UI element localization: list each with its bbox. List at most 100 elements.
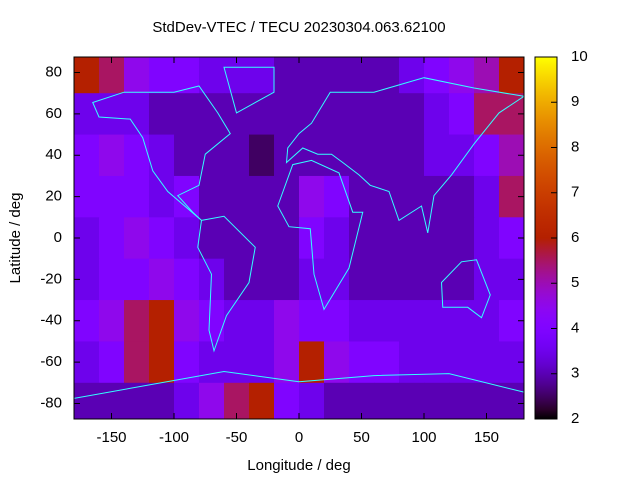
heatmap-cell	[174, 258, 200, 301]
heatmap-cell	[149, 382, 175, 419]
heatmap-cell	[374, 93, 400, 136]
y-tick-label: -80	[40, 394, 62, 411]
heatmap-cell	[424, 300, 450, 342]
heatmap-cell	[449, 258, 475, 301]
heatmap-cell	[374, 217, 400, 260]
heatmap-cell	[74, 382, 100, 419]
heatmap-cell	[224, 93, 250, 136]
y-tick-label: -40	[40, 312, 62, 329]
heatmap-cell	[424, 258, 450, 301]
heatmap-cell	[324, 175, 350, 218]
heatmap-cell	[174, 300, 200, 342]
coastlines	[74, 66, 524, 399]
heatmap-cell	[349, 382, 375, 419]
heatmap-cell	[274, 217, 300, 260]
heatmap-cell	[224, 341, 250, 384]
heatmap-cell	[224, 134, 250, 177]
heatmap-cell	[349, 300, 375, 342]
x-tick-label: 100	[411, 429, 436, 446]
heatmap-cell	[149, 175, 175, 218]
heatmap-cell	[224, 300, 250, 342]
heatmap-cell	[399, 341, 425, 384]
heatmap-cell	[399, 382, 425, 419]
heatmap-cell	[199, 57, 225, 94]
heatmap-cell	[99, 57, 125, 94]
heatmap-cell	[374, 300, 400, 342]
heatmap-cell	[199, 300, 225, 342]
y-tick-label: -60	[40, 353, 62, 370]
heatmap-cell	[499, 57, 524, 94]
heatmap-cell	[249, 134, 275, 177]
heatmap-cell	[324, 258, 350, 301]
y-tick-label: 0	[54, 229, 62, 246]
heatmap-cell	[149, 341, 175, 384]
heatmap-cell	[399, 258, 425, 301]
heatmap-cell	[274, 93, 300, 136]
heatmap-cell	[424, 341, 450, 384]
heatmap-cell	[224, 258, 250, 301]
heatmap-cell	[474, 57, 500, 94]
heatmap-cell	[99, 341, 125, 384]
heatmap-cell	[324, 217, 350, 260]
heatmap-cell	[324, 300, 350, 342]
heatmap-cell	[174, 175, 200, 218]
x-tick-label: 50	[353, 429, 370, 446]
heatmap-cell	[149, 217, 175, 260]
heatmap-cell	[249, 217, 275, 260]
heatmap-cell	[274, 300, 300, 342]
heatmap-cell	[174, 134, 200, 177]
heatmap-cell	[399, 134, 425, 177]
heatmap-cell	[174, 93, 200, 136]
heatmap-cell	[224, 57, 250, 94]
heatmap-cell	[249, 93, 275, 136]
y-tick-label: -20	[40, 270, 62, 287]
colorbar-tick-label: 2	[571, 410, 579, 427]
y-tick-label: 20	[45, 188, 62, 205]
heatmap-cell	[274, 258, 300, 301]
heatmap-cell	[449, 217, 475, 260]
heatmap-cell	[299, 258, 325, 301]
heatmap-cell	[324, 93, 350, 136]
heatmap-cell	[299, 175, 325, 218]
heatmap-cell	[274, 341, 300, 384]
heatmap-cell	[99, 134, 125, 177]
heatmap-cell	[224, 217, 250, 260]
heatmap-cell	[249, 175, 275, 218]
heatmap-cell	[99, 93, 125, 136]
heatmap-cell	[174, 382, 200, 419]
heatmap-cell	[349, 57, 375, 94]
heatmap-cell	[174, 57, 200, 94]
colorbar-tick-label: 9	[571, 93, 579, 110]
heatmap-cell	[349, 175, 375, 218]
heatmap-cell	[199, 341, 225, 384]
heatmap-cell	[124, 175, 150, 218]
heatmap-cell	[424, 134, 450, 177]
heatmap-cell	[249, 300, 275, 342]
colorbar-tick-label: 8	[571, 138, 579, 155]
y-axis-label: Latitude / deg	[7, 193, 24, 284]
heatmap-cell	[399, 300, 425, 342]
heatmap-cell	[199, 93, 225, 136]
heatmap-cell	[149, 258, 175, 301]
heatmap-cell	[449, 175, 475, 218]
heatmap-cell	[399, 175, 425, 218]
heatmap-cell	[99, 217, 125, 260]
heatmap-cell	[299, 382, 325, 419]
heatmap-cell	[124, 217, 150, 260]
heatmap-cell	[149, 300, 175, 342]
heatmap-cell	[74, 57, 100, 94]
heatmap-cell	[124, 300, 150, 342]
heatmap-cell	[249, 57, 275, 94]
heatmap-cell	[149, 93, 175, 136]
heatmap-cell	[99, 382, 125, 419]
x-tick-label: -150	[96, 429, 126, 446]
x-tick-label: 150	[474, 429, 499, 446]
heatmap-cell	[349, 258, 375, 301]
heatmap-cell	[124, 258, 150, 301]
heatmap-cell	[449, 382, 475, 419]
heatmap-cell	[474, 217, 500, 260]
heatmap-cell	[299, 341, 325, 384]
heatmap-cell	[474, 258, 500, 301]
heatmap-cell	[424, 93, 450, 136]
heatmap-cell	[324, 134, 350, 177]
